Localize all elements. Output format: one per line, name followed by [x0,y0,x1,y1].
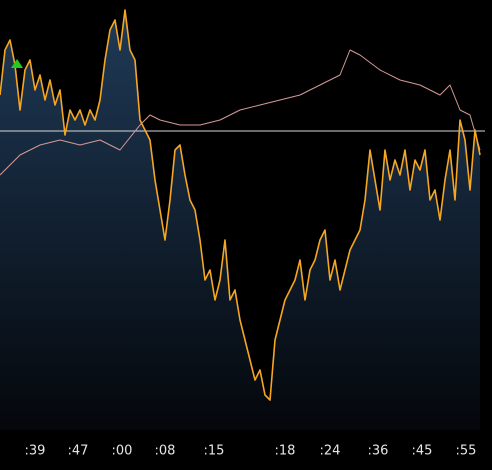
x-tick-label: :08 [155,444,176,459]
x-tick-label: :18 [275,444,296,459]
marker [11,59,23,68]
x-tick-label: :15 [204,444,225,459]
series-line [0,49,481,176]
x-tick-label: :00 [112,444,133,459]
x-tick-label: :45 [412,444,433,459]
x-tick-label: :36 [368,444,389,459]
x-tick-label: :47 [68,444,89,459]
x-tick-label: :24 [320,444,341,459]
series-line [0,9,481,401]
area [0,10,480,430]
x-tick-label: :55 [456,444,477,459]
x-tick-label: :39 [25,444,46,459]
